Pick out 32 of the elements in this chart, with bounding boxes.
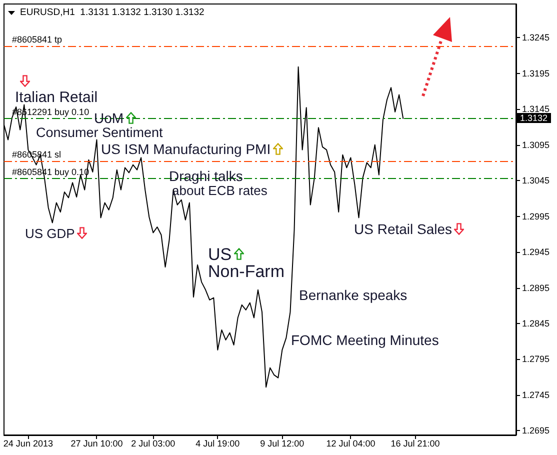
- y-tick-label: 1.2745: [522, 390, 550, 400]
- x-tick-label: 16 Jul 21:00: [390, 438, 440, 448]
- x-tick-label: 2 Jul 03:00: [131, 438, 176, 448]
- y-tick-label: 1.3095: [522, 140, 550, 150]
- x-tick-label: 9 Jul 12:00: [260, 438, 304, 448]
- x-tick-label: 12 Jul 04:00: [326, 438, 376, 448]
- y-tick-label: 1.3245: [522, 32, 550, 43]
- y-tick-label: 1.3195: [522, 68, 550, 78]
- x-tick-label: 4 Jul 19:00: [196, 438, 240, 448]
- annotation: US ISM Manufacturing PMI: [101, 141, 271, 157]
- annotation: Italian Retail: [15, 88, 98, 106]
- y-tick-label: 1.3145: [522, 104, 550, 114]
- x-tick-label: 27 Jun 10:00: [70, 438, 123, 448]
- y-tick-label: 1.2945: [522, 247, 550, 258]
- y-tick-label: 1.2795: [522, 354, 550, 364]
- annotation: US Retail Sales: [354, 221, 452, 237]
- annotation: Non-Farm: [208, 262, 285, 280]
- annotation: US: [208, 244, 232, 264]
- y-tick-label: 1.2995: [522, 211, 550, 222]
- chart-title: EURUSD,H1 1.3131 1.3132 1.3130 1.3132: [20, 7, 204, 18]
- y-tick-label: 1.3045: [522, 176, 550, 186]
- text: 1.3132: [517, 113, 551, 124]
- annotation: about ECB rates: [172, 182, 268, 198]
- y-tick-label: 1.2845: [522, 318, 550, 328]
- y-tick-label: 1.2895: [522, 282, 550, 293]
- ref-line-label: #8605841 tp: [12, 34, 62, 45]
- annotation: Bernanke speaks: [299, 287, 408, 303]
- annotation: Consumer Sentiment: [36, 125, 163, 140]
- annotation: FOMC Meeting Minutes: [291, 332, 439, 348]
- y-tick-label: 1.2695: [522, 426, 550, 436]
- annotation: US GDP: [25, 226, 75, 240]
- x-tick-label: 24 Jun 2013: [3, 438, 53, 448]
